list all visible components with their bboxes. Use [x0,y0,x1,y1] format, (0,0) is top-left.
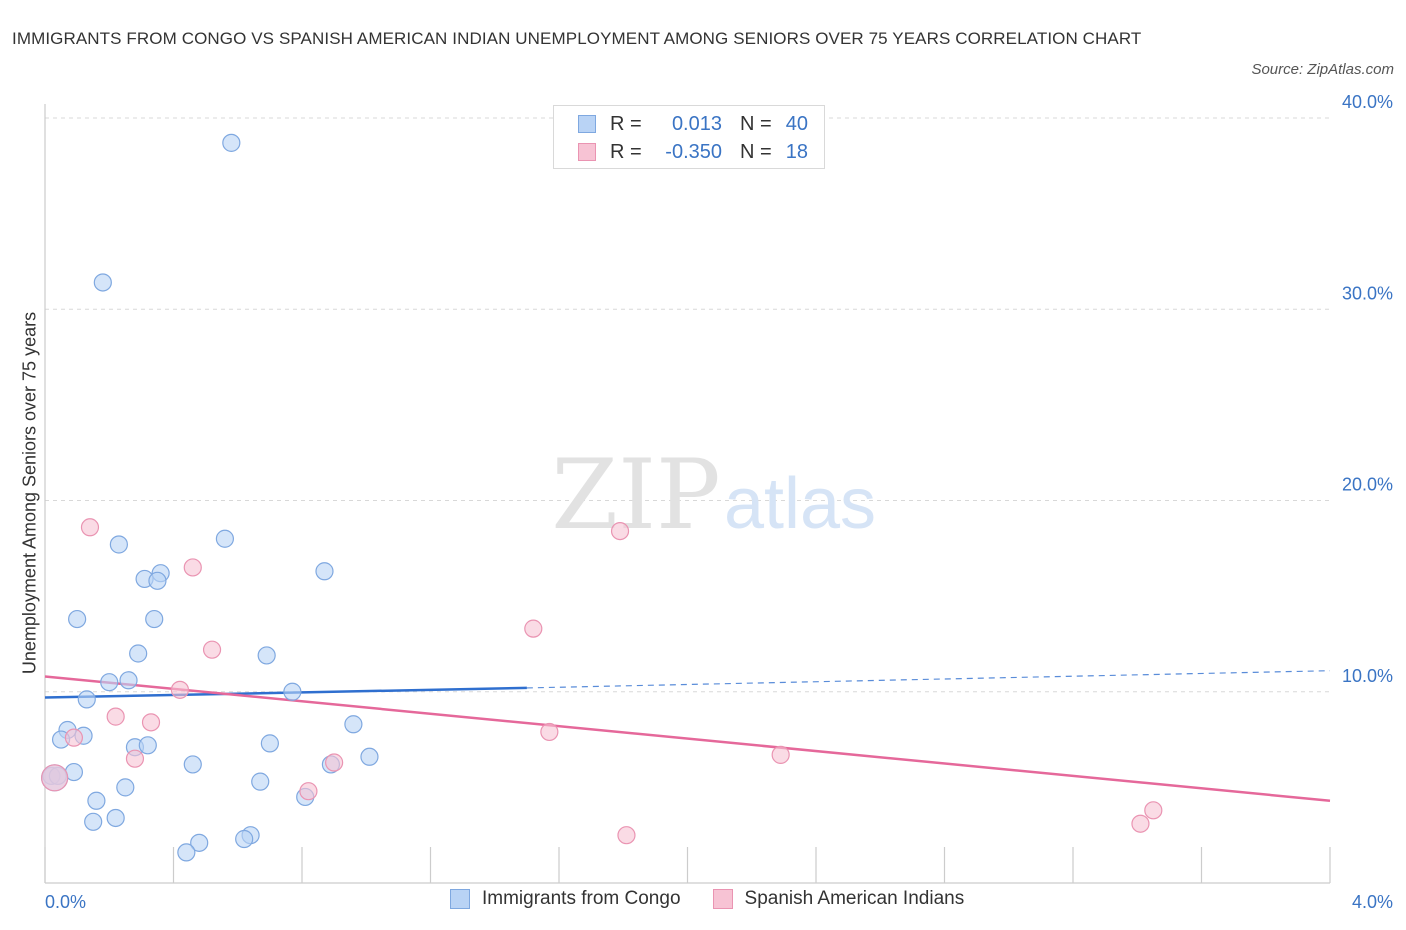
congo-point [315,562,334,581]
trend-lines [44,670,1331,803]
congo-point [100,673,119,692]
spanish-american-point [202,640,222,659]
spanish-american-point [183,558,202,577]
y-tick-label: 30.0% [1342,283,1393,303]
congo-point [106,808,125,828]
series-legend-congo: Immigrants from Congo [450,888,681,910]
series-legend-spanish-american: Spanish American Indians [712,888,965,910]
congo-point [215,529,234,548]
watermark: ZIP atlas [551,439,876,551]
congo-point [77,690,96,709]
chart-title: IMMIGRANTS FROM CONGO VS SPANISH AMERICA… [12,29,1142,48]
axes [44,104,1331,884]
congo-point [360,747,379,766]
congo-point [257,646,276,665]
watermark-atlas: atlas [724,464,876,544]
spanish-american-point [64,728,84,747]
spanish-american-point [170,680,190,699]
spanish-american-point [125,749,145,768]
series-legend: Immigrants from Congo Spanish American I… [450,888,996,910]
series-name-congo: Immigrants from Congo [482,888,681,909]
spanish-american-point [540,722,559,742]
congo-point [93,273,112,292]
legend-r-value: -0.350 [665,140,722,163]
tick-labels: 10.0% 20.0% 30.0% 40.0% 0.0% 4.0% [45,92,1393,912]
legend-n-value: 40 [785,112,808,135]
spanish-american-point [41,764,69,792]
spanish-american-point [299,782,318,801]
congo-point [344,715,363,734]
legend-n-value: 18 [785,140,808,163]
legend-swatch-pink [578,143,596,161]
spanish-american-trend-line [44,675,1331,803]
spanish-american-point [524,619,543,638]
congo-point [283,682,302,701]
congo-point [190,833,209,852]
legend-r-label: R = [610,140,642,163]
congo-point [183,755,202,774]
series-swatch-blue [450,889,470,909]
congo-point [251,772,270,791]
congo-point [119,671,138,690]
series-swatch-pink [712,889,733,909]
spanish-american-point [106,707,125,726]
congo-point [222,133,241,152]
legend-row-spanish-american: R = -0.350 N = 18 [578,138,808,166]
data-points [41,133,1163,862]
congo-point [148,571,167,590]
spanish-american-point [1144,801,1163,820]
congo-point [145,609,164,629]
legend-r-label: R = [610,112,642,135]
legend-r-value: 0.013 [671,112,722,135]
congo-point [116,778,135,797]
legend-n-label: N = [740,112,772,135]
x-tick-label: 4.0% [1352,892,1393,912]
spanish-american-point [617,826,636,845]
congo-point [87,791,106,810]
congo-point [235,829,254,849]
congo-point [138,736,157,755]
x-tick-label: 0.0% [45,892,86,912]
spanish-american-point [771,745,790,764]
congo-trend-line-extension [526,670,1331,689]
legend-row-congo: R = 0.013 N = 40 [578,110,808,138]
congo-point [84,812,103,831]
y-tick-label: 40.0% [1342,92,1393,112]
congo-point [109,535,128,554]
source-label: Source: ZipAtlas.com [1251,61,1394,78]
grid [45,117,1330,693]
congo-point [68,609,87,629]
legend-n-label: N = [740,140,772,163]
y-axis-label: Unemployment Among Seniors over 75 years [19,311,40,675]
spanish-american-point [610,521,630,541]
congo-point [260,734,279,753]
watermark-zip: ZIP [551,439,720,551]
y-tick-label: 10.0% [1342,666,1393,686]
spanish-american-point [141,713,161,732]
correlation-legend: R = 0.013 N = 40 R = -0.350 N = 18 [553,105,825,169]
spanish-american-point [1131,814,1150,833]
series-name-spanish-american: Spanish American Indians [744,888,965,909]
spanish-american-point [325,753,344,772]
legend-swatch-blue [578,115,596,133]
y-tick-label: 20.0% [1342,475,1393,495]
spanish-american-point [80,518,100,537]
congo-point [129,644,148,663]
congo-point [177,843,196,862]
